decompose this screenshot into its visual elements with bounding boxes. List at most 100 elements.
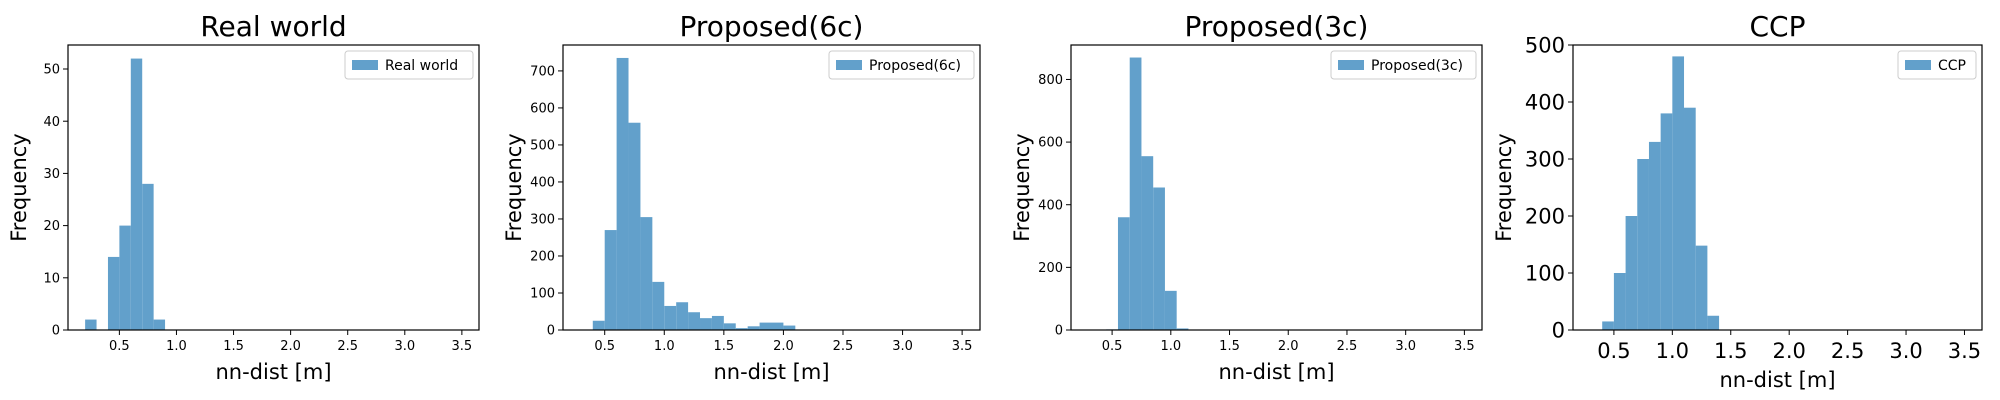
legend: CCP bbox=[1897, 50, 1977, 80]
y-axis-label: Frequency bbox=[1010, 133, 1034, 242]
x-tick-label: 3.0 bbox=[1889, 339, 1922, 363]
y-tick-label: 200 bbox=[1038, 261, 1063, 276]
x-tick-label: 3.5 bbox=[452, 339, 473, 354]
x-axis-label: nn-dist [m] bbox=[1218, 360, 1334, 384]
legend: Proposed(3c) bbox=[1330, 50, 1477, 80]
histogram-bar bbox=[1707, 315, 1720, 330]
x-tick-label: 3.5 bbox=[1948, 339, 1981, 363]
plot-frame bbox=[67, 44, 480, 331]
y-tick-label: 10 bbox=[43, 271, 60, 286]
x-tick-label: 2.5 bbox=[833, 339, 854, 354]
y-tick-label: 30 bbox=[43, 167, 60, 182]
x-axis-label: nn-dist [m] bbox=[215, 360, 331, 384]
y-tick-label: 800 bbox=[1038, 73, 1063, 88]
histogram-bar bbox=[119, 225, 131, 330]
histogram-bar bbox=[616, 57, 629, 330]
y-tick-label: 300 bbox=[530, 213, 555, 228]
legend-box bbox=[828, 50, 975, 80]
histogram-bar bbox=[1613, 273, 1626, 330]
x-tick-label: 2.5 bbox=[337, 339, 358, 354]
histogram-bar bbox=[130, 58, 143, 330]
histogram-bar bbox=[652, 281, 665, 330]
histogram-bar bbox=[1625, 216, 1638, 330]
histogram-bar bbox=[1684, 107, 1696, 330]
y-tick-label: 40 bbox=[43, 115, 60, 130]
legend-label: Proposed(6c) bbox=[869, 58, 961, 74]
histogram-bar bbox=[759, 322, 772, 330]
x-tick-label: 3.0 bbox=[892, 339, 913, 354]
y-tick-label: 500 bbox=[1525, 33, 1565, 57]
legend-label: CCP bbox=[1938, 58, 1966, 74]
x-tick-label: 2.0 bbox=[1772, 339, 1805, 363]
x-tick-label: 3.5 bbox=[952, 339, 973, 354]
plot-frame bbox=[1572, 44, 1983, 331]
chart-title: Proposed(3c) bbox=[1185, 10, 1369, 43]
histogram-bar bbox=[771, 322, 784, 330]
x-tick-label: 3.0 bbox=[1395, 339, 1416, 354]
histogram-bar bbox=[1176, 328, 1189, 330]
y-tick-label: 500 bbox=[530, 138, 555, 153]
histogram-bar bbox=[1637, 159, 1649, 330]
y-tick-label: 100 bbox=[530, 287, 555, 302]
histogram-bar bbox=[1695, 245, 1708, 330]
plot-frame bbox=[562, 44, 981, 331]
y-axis-label: Frequency bbox=[7, 133, 31, 242]
chart-panel-4: 0.5 1.0 1.5 2.0 2.5 3.0 3.5 0 100 200 300 400 500 CCP… bbox=[1492, 10, 1983, 392]
legend-swatch bbox=[1338, 60, 1364, 70]
x-tick-label: 0.5 bbox=[594, 339, 615, 354]
x-tick-label: 0.5 bbox=[109, 339, 130, 354]
y-tick-label: 0 bbox=[1552, 318, 1565, 342]
chart-panel-3: 0.5 1.0 1.5 2.0 2.5 3.0 3.5 0 200 400 600 800 Propos… bbox=[1010, 10, 1483, 384]
chart-title: CCP bbox=[1750, 10, 1806, 43]
histogram-bar bbox=[1660, 113, 1673, 331]
histogram-bar bbox=[664, 305, 677, 330]
histogram-bar bbox=[592, 320, 605, 330]
x-tick-label: 1.0 bbox=[166, 339, 187, 354]
chart-title: Real world bbox=[200, 10, 346, 43]
y-axis-label: Frequency bbox=[1492, 133, 1516, 242]
histogram-bar bbox=[700, 318, 712, 330]
x-tick-label: 1.5 bbox=[223, 339, 244, 354]
x-axis-label: nn-dist [m] bbox=[1719, 368, 1835, 392]
y-tick-label: 200 bbox=[1525, 204, 1565, 228]
histogram-bar bbox=[1648, 141, 1661, 330]
x-tick-label: 0.5 bbox=[1102, 339, 1123, 354]
chart-panel-2: 0.5 1.0 1.5 2.0 2.5 3.0 3.5 0 100 200 300 400 500 600… bbox=[502, 10, 981, 384]
histogram-bar bbox=[1164, 290, 1177, 330]
x-axis-label: nn-dist [m] bbox=[713, 360, 829, 384]
histogram-bar bbox=[711, 315, 724, 330]
x-tick-label: 0.5 bbox=[1597, 339, 1630, 363]
histogram-bar bbox=[85, 319, 97, 330]
x-tick-label: 2.0 bbox=[773, 339, 794, 354]
x-tick-label: 1.5 bbox=[1219, 339, 1240, 354]
y-tick-label: 600 bbox=[530, 101, 555, 116]
histogram-bar bbox=[1672, 56, 1685, 331]
y-tick-label: 0 bbox=[52, 324, 60, 339]
histogram-bar bbox=[1602, 321, 1614, 330]
histogram-bar bbox=[640, 217, 653, 330]
histogram-bar bbox=[628, 122, 641, 330]
legend-box bbox=[344, 50, 474, 80]
histogram-bar bbox=[1141, 156, 1154, 330]
x-tick-label: 2.0 bbox=[280, 339, 301, 354]
histogram-bar bbox=[676, 302, 689, 330]
histogram-bar bbox=[142, 183, 154, 330]
x-tick-label: 1.5 bbox=[1714, 339, 1747, 363]
y-tick-label: 700 bbox=[530, 64, 555, 79]
x-tick-label: 1.0 bbox=[654, 339, 675, 354]
histogram-bar bbox=[1153, 187, 1165, 330]
y-tick-label: 400 bbox=[1525, 90, 1565, 114]
y-tick-label: 300 bbox=[1525, 147, 1565, 171]
y-tick-label: 600 bbox=[1038, 136, 1063, 151]
legend-label: Proposed(3c) bbox=[1371, 58, 1463, 74]
x-tick-label: 2.5 bbox=[1831, 339, 1864, 363]
histogram-bar bbox=[604, 230, 617, 330]
y-tick-label: 400 bbox=[530, 175, 555, 190]
chart-panel-1: 0.5 1.0 1.5 2.0 2.5 3.0 3.5 0 10 20 30 40 50 Real wor… bbox=[7, 10, 480, 384]
histogram-bars bbox=[1602, 56, 1720, 331]
y-tick-label: 100 bbox=[1525, 261, 1565, 285]
histogram-bar bbox=[107, 256, 120, 330]
legend-swatch bbox=[352, 60, 378, 70]
legend-label: Real world bbox=[385, 58, 458, 74]
